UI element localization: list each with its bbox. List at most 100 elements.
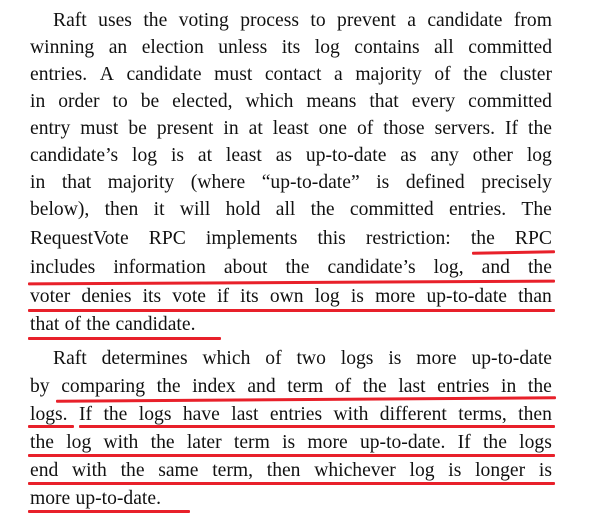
text-line: logs. If the logs have last entries with differe… xyxy=(30,401,552,429)
word: entries xyxy=(437,376,490,397)
word: implements xyxy=(205,228,298,249)
word: in xyxy=(30,91,46,112)
word: in xyxy=(501,376,517,397)
word: then xyxy=(266,460,301,481)
word: the xyxy=(470,228,495,249)
word: the xyxy=(527,257,552,278)
word: of xyxy=(356,118,374,139)
text-line: includes information about the candidate’s lo… xyxy=(30,254,552,282)
word: every xyxy=(411,91,456,112)
highlight-underline xyxy=(28,510,190,513)
word: later xyxy=(186,432,222,453)
word: means xyxy=(306,91,357,112)
text-line: the log with the later term is more up-to-date. I… xyxy=(30,429,552,457)
word: candidate’s xyxy=(327,257,416,278)
word: up-to-date xyxy=(305,145,387,166)
word: its xyxy=(240,286,259,307)
word: the xyxy=(150,432,175,453)
word: the xyxy=(463,64,488,85)
word: election xyxy=(141,37,204,58)
word: RPC xyxy=(148,228,186,249)
word: in xyxy=(223,118,239,139)
word: be xyxy=(128,118,147,139)
word: last xyxy=(398,376,426,397)
word: from xyxy=(513,10,552,31)
word: log xyxy=(132,145,158,166)
word: vote xyxy=(172,286,206,307)
word: below), xyxy=(30,199,90,220)
word: be xyxy=(140,91,160,112)
word: voter xyxy=(30,286,71,307)
word: and xyxy=(247,376,276,397)
word: with xyxy=(103,432,139,453)
text-line: RequestVote RPC implements this restriction:… xyxy=(30,225,552,253)
word: must xyxy=(214,64,253,85)
word: more xyxy=(416,348,457,369)
word: (where xyxy=(190,172,246,193)
text-line: voter denies its vote if its own log is more up-to… xyxy=(30,283,552,311)
word: more xyxy=(375,286,416,307)
word: the xyxy=(528,118,552,139)
word: those xyxy=(383,118,425,139)
word: at xyxy=(248,118,263,139)
word: unless xyxy=(218,37,268,58)
word: log xyxy=(314,286,340,307)
word: prevent xyxy=(337,10,396,31)
word: present xyxy=(156,118,214,139)
word: which xyxy=(202,348,251,369)
word: log xyxy=(66,432,92,453)
word: a xyxy=(407,10,416,31)
text-line: that of the candidate. xyxy=(30,311,552,339)
word: is xyxy=(538,460,552,481)
text-line: Raft uses the voting process to prevent a candid… xyxy=(53,7,552,35)
word: log, xyxy=(433,257,464,278)
text-line: winning an election unless its log contains all… xyxy=(30,34,552,62)
word: includes xyxy=(30,257,96,278)
word: contact xyxy=(264,64,322,85)
word: of xyxy=(434,64,451,85)
word: servers. xyxy=(434,118,495,139)
highlight-underline xyxy=(28,425,74,428)
word: last xyxy=(231,404,259,425)
text-line: more up-to-date. xyxy=(30,485,552,513)
word: logs xyxy=(138,404,172,425)
word: terms, xyxy=(458,404,507,425)
word: least xyxy=(272,118,309,139)
word: two xyxy=(296,348,326,369)
word: with xyxy=(333,404,369,425)
word: to xyxy=(310,10,326,31)
word: the xyxy=(120,460,145,481)
word: term xyxy=(287,376,324,397)
word: term xyxy=(233,432,270,453)
word: whichever xyxy=(314,460,396,481)
word: that xyxy=(369,91,399,112)
word: all xyxy=(275,199,296,220)
text-line: end with the same term, then whichever log is lon… xyxy=(30,457,552,485)
word: Raft xyxy=(53,348,87,369)
word: up-to-date xyxy=(426,286,507,307)
word: as xyxy=(400,145,417,166)
text-line: below), then it will hold all the committed entr… xyxy=(30,196,552,224)
word: is xyxy=(350,286,364,307)
word: majority xyxy=(107,172,175,193)
word: candidate’s xyxy=(30,145,119,166)
word: majority xyxy=(355,64,422,85)
word: precisely xyxy=(481,172,552,193)
word: its xyxy=(142,286,162,307)
word: same xyxy=(158,460,199,481)
word: that xyxy=(30,314,60,335)
word: the xyxy=(103,404,128,425)
word: process xyxy=(240,10,299,31)
word: log xyxy=(314,37,340,58)
word: term, xyxy=(212,460,254,481)
word: up-to-date. xyxy=(75,488,161,509)
highlight-underline xyxy=(28,337,221,340)
highlight-underline xyxy=(28,454,555,457)
text-line: candidate’s log is at least as up-to-date as any… xyxy=(30,142,552,170)
word: Raft xyxy=(53,10,87,31)
word: cluster xyxy=(499,64,552,85)
text-line: Raft determines which of two logs is more up-to-… xyxy=(53,345,552,373)
word: the xyxy=(362,376,387,397)
word: if xyxy=(217,286,230,307)
